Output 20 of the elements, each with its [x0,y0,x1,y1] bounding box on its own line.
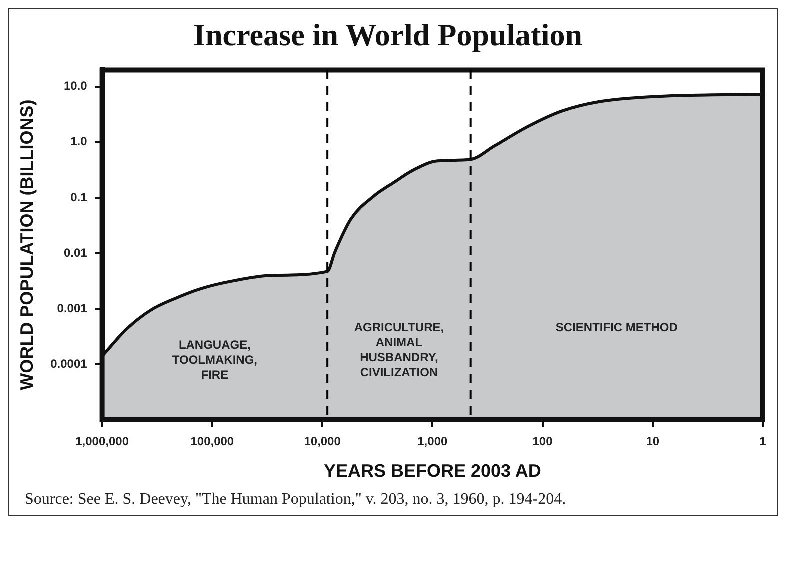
x-tick-label: 1,000 [418,434,448,449]
y-tick-label: 0.001 [57,301,88,316]
y-tick-label: 1.0 [70,134,88,149]
annotation: SCIENTIFIC METHOD [556,320,678,334]
chart-title: Increase in World Population [194,18,582,53]
y-tick-label: 0.01 [64,246,88,260]
annotation: LANGUAGE, TOOLMAKING, FIRE [172,338,258,382]
source-note: Source: See E. S. Deevey, "The Human Population," v. 203, no. 3, 1960, p. 194-204. [24,490,568,510]
x-tick-label: 10,000 [304,434,342,449]
y-tick-label: 0.0001 [50,356,88,371]
x-tick-label: 1,000,000 [76,434,130,449]
y-tick-label: 0.1 [70,190,88,204]
y-axis-title: WORLD POPULATION (BILLIONS) [16,100,37,390]
x-tick-label: 1 [760,434,767,449]
y-tick-label: 10.0 [64,79,88,94]
annotation: AGRICULTURE, ANIMAL HUSBANDRY, CIVILIZATION [354,320,444,380]
x-tick-label: 10 [646,434,660,449]
x-axis-title: YEARS BEFORE 2003 AD [324,461,542,482]
x-tick-label: 100,000 [190,434,234,449]
x-tick-label: 100 [532,434,554,449]
